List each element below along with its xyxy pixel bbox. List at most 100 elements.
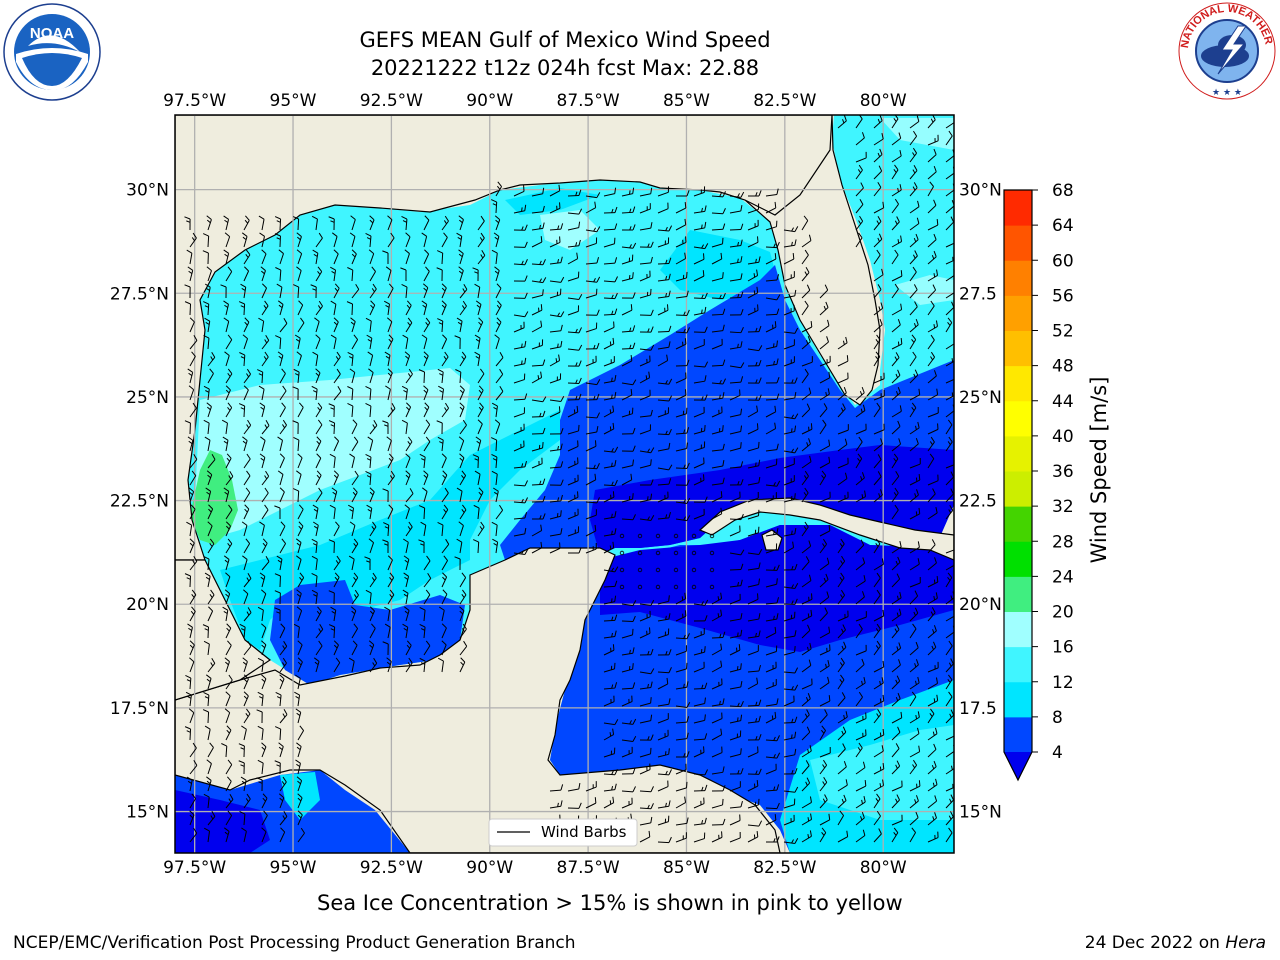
wind-barb xyxy=(206,215,212,231)
wind-barb xyxy=(315,334,321,350)
wind-barb xyxy=(621,242,637,249)
wind-barb xyxy=(873,284,882,299)
wind-barb xyxy=(639,256,653,265)
wind-barb xyxy=(693,306,707,316)
wind-barb xyxy=(296,351,302,367)
wind-barb xyxy=(621,325,636,333)
wind-barb xyxy=(224,351,230,367)
colorbar-block xyxy=(1004,295,1032,331)
wind-barb xyxy=(909,217,920,231)
colorbar-block xyxy=(1004,435,1032,472)
wind-barb xyxy=(207,351,216,367)
wind-barb xyxy=(184,216,191,231)
wind-barb xyxy=(513,321,525,333)
wind-barb xyxy=(549,276,565,283)
wind-barb xyxy=(224,232,231,248)
wind-barb xyxy=(330,334,337,350)
colorbar-block xyxy=(1004,471,1032,507)
wind-barb xyxy=(657,202,669,214)
wind-barb xyxy=(747,219,759,231)
wind-barb xyxy=(184,301,192,316)
wind-barb xyxy=(927,199,937,214)
wind-barb xyxy=(891,270,903,282)
wind-barb xyxy=(278,249,284,265)
wind-barb xyxy=(351,249,357,265)
wind-barb xyxy=(531,277,547,284)
wind-barb xyxy=(243,249,251,265)
wind-barb xyxy=(855,182,864,197)
wind-barb xyxy=(945,317,953,333)
wind-barb xyxy=(258,215,265,231)
footer-branch: NCEP/EMC/Verification Post Processing Pr… xyxy=(13,933,576,953)
wind-barb xyxy=(711,237,724,248)
wind-barb xyxy=(693,326,708,333)
wind-barb xyxy=(549,236,561,248)
wind-barb xyxy=(891,283,899,299)
wind-barb xyxy=(567,252,579,265)
wind-barb xyxy=(675,271,688,282)
wind-barb xyxy=(855,115,863,129)
wind-barb xyxy=(312,249,319,265)
wind-barb xyxy=(186,249,193,265)
colorbar-tick-label: 36 xyxy=(1052,462,1074,482)
wind-barb xyxy=(657,237,670,248)
wind-barb xyxy=(747,269,759,282)
wind-barb xyxy=(421,334,428,350)
wind-barb xyxy=(801,300,809,316)
wind-barb xyxy=(493,232,500,248)
wind-barb xyxy=(603,187,617,197)
wind-barb xyxy=(891,338,903,350)
wind-barb xyxy=(347,267,354,282)
wind-barb xyxy=(206,266,212,282)
wind-barb xyxy=(891,216,900,231)
wind-barb xyxy=(783,226,799,233)
wind-barb xyxy=(328,216,335,231)
wind-barb xyxy=(472,267,479,282)
wind-barb xyxy=(549,256,563,265)
wind-barb xyxy=(402,334,409,350)
wind-barb xyxy=(441,215,449,231)
atlantic-water xyxy=(832,115,954,370)
wind-barb xyxy=(368,249,375,265)
wind-barb xyxy=(765,188,779,197)
wind-barb xyxy=(873,249,881,265)
caribbean-calm xyxy=(600,525,954,652)
wind-barb xyxy=(765,201,777,214)
wind-barb xyxy=(513,340,527,350)
wind-barb xyxy=(801,320,813,333)
wind-barb xyxy=(891,235,903,248)
wind-barb xyxy=(729,223,744,231)
wind-barb xyxy=(423,249,430,265)
wind-barb xyxy=(242,334,249,350)
wind-barb xyxy=(711,272,724,282)
wind-barb xyxy=(801,215,809,231)
wind-barb xyxy=(297,317,305,333)
wind-barb xyxy=(621,272,634,282)
wind-barb xyxy=(585,237,598,248)
wind-barb xyxy=(927,233,937,248)
colorbar-block xyxy=(1004,576,1032,612)
wind-barb xyxy=(531,320,543,333)
wind-barb xyxy=(203,334,210,350)
wind-barb xyxy=(351,283,360,299)
wind-barb xyxy=(491,199,498,214)
wind-barb xyxy=(495,181,502,197)
wind-barb xyxy=(891,164,899,180)
wind-barb xyxy=(873,318,883,333)
wind-barb xyxy=(837,336,848,350)
wind-barb xyxy=(639,344,655,351)
wind-barb xyxy=(873,181,882,197)
wind-barbs xyxy=(184,115,954,844)
wind-barb xyxy=(567,327,582,334)
wind-barb xyxy=(423,266,430,282)
wind-barb xyxy=(549,288,562,299)
wind-barb xyxy=(312,351,319,367)
wind-barb xyxy=(675,202,687,214)
wind-barb xyxy=(477,317,484,333)
wind-barb xyxy=(315,266,323,282)
wind-barb xyxy=(386,317,393,333)
wind-barb xyxy=(765,340,778,350)
wind-barb xyxy=(891,198,899,214)
wind-barb xyxy=(549,324,563,333)
wind-barb xyxy=(531,304,543,316)
